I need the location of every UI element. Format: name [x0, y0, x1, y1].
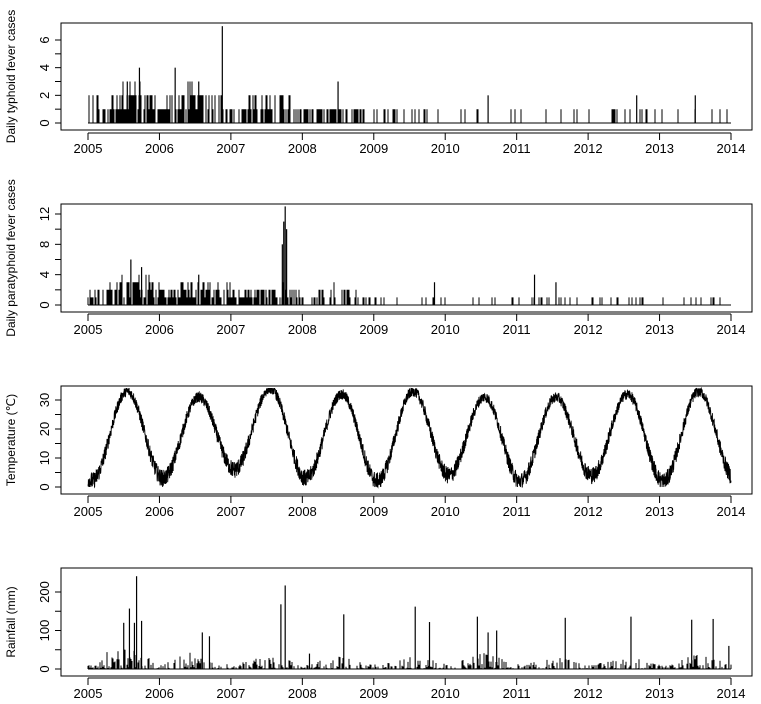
y-tick-label: 10	[37, 451, 52, 465]
x-tick-label: 2007	[216, 141, 245, 156]
x-tick-label: 2014	[717, 686, 746, 701]
series	[87, 206, 731, 306]
plot-frame	[60, 22, 753, 131]
x-tick-label: 2009	[359, 504, 388, 519]
x-tick-label: 2006	[145, 322, 174, 337]
y-tick-label: 200	[37, 581, 52, 603]
y-tick-label: 4	[37, 271, 52, 278]
x-tick-label: 2010	[431, 504, 460, 519]
x-tick-label: 2008	[288, 322, 317, 337]
x-tick-label: 2009	[359, 686, 388, 701]
x-tick-label: 2009	[359, 141, 388, 156]
x-tick-label: 2013	[645, 686, 674, 701]
x-tick-label: 2009	[359, 322, 388, 337]
x-tick-label: 2011	[503, 322, 531, 337]
y-tick-label: 30	[37, 393, 52, 407]
x-tick-label: 2011	[503, 504, 531, 519]
x-tick-label: 2012	[574, 322, 603, 337]
x-tick-label: 2008	[288, 504, 317, 519]
x-tick-label: 2014	[717, 322, 746, 337]
x-tick-label: 2013	[645, 504, 674, 519]
x-tick-label: 2007	[216, 504, 245, 519]
y-tick-label: 6	[37, 36, 52, 43]
x-tick-label: 2006	[145, 686, 174, 701]
x-tick-label: 2006	[145, 141, 174, 156]
x-tick-label: 2007	[216, 686, 245, 701]
x-tick-label: 2005	[74, 322, 103, 337]
y-tick-label: 8	[37, 241, 52, 248]
series-bars	[87, 649, 732, 669]
y-tick-label: 0	[37, 483, 52, 490]
series-bars	[87, 274, 721, 305]
x-tick-label: 2010	[431, 686, 460, 701]
y-axis-label: Temperature (℃)	[4, 394, 18, 486]
x-tick-label: 2011	[503, 686, 531, 701]
y-tick-label: 100	[37, 620, 52, 642]
x-tick-label: 2014	[717, 141, 746, 156]
y-axis-label: Daily typhoid fever cases	[4, 10, 18, 143]
y-tick-label: 2	[37, 92, 52, 99]
series-bars	[88, 81, 728, 123]
series	[88, 26, 731, 124]
y-tick-label: 0	[37, 665, 52, 672]
series	[87, 386, 732, 489]
y-tick-label: 0	[37, 119, 52, 126]
x-tick-label: 2012	[574, 141, 603, 156]
x-tick-label: 2011	[503, 141, 531, 156]
x-tick-label: 2007	[216, 322, 245, 337]
plot-frame	[60, 203, 753, 313]
panel-3: 2005 2006 2007 2008 2009 2010 2011 2012 2013 2014…	[4, 385, 753, 519]
x-tick-label: 2010	[431, 141, 460, 156]
y-tick-label: 4	[37, 64, 52, 71]
panel-2: 2005 2006 2007 2008 2009 2010 2011 2012 2013 2014…	[4, 179, 753, 337]
x-tick-label: 2005	[74, 141, 103, 156]
y-tick-label: 0	[37, 301, 52, 308]
x-tick-label: 2013	[645, 141, 674, 156]
x-tick-label: 2005	[74, 504, 103, 519]
series	[87, 576, 732, 670]
x-tick-label: 2006	[145, 504, 174, 519]
x-tick-label: 2008	[288, 141, 317, 156]
x-tick-label: 2012	[574, 504, 603, 519]
y-axis-label: Daily paratyphoid fever cases	[4, 179, 18, 336]
series-line	[87, 386, 732, 489]
x-tick-label: 2014	[717, 504, 746, 519]
x-tick-label: 2005	[74, 686, 103, 701]
panel-4: 2005 2006 2007 2008 2009 2010 2011 2012 2013 2014…	[4, 567, 753, 701]
plot-frame	[60, 385, 753, 495]
x-tick-label: 2008	[288, 686, 317, 701]
x-tick-label: 2013	[645, 322, 674, 337]
x-tick-label: 2010	[431, 322, 460, 337]
y-axis-label: Rainfall (mm)	[4, 586, 18, 657]
y-tick-label: 20	[37, 422, 52, 436]
panel-1: 2005 2006 2007 2008 2009 2010 2011 2012 2013 2014…	[4, 10, 753, 156]
plot-frame	[60, 567, 753, 677]
x-tick-label: 2012	[574, 686, 603, 701]
y-tick-label: 12	[37, 207, 52, 221]
